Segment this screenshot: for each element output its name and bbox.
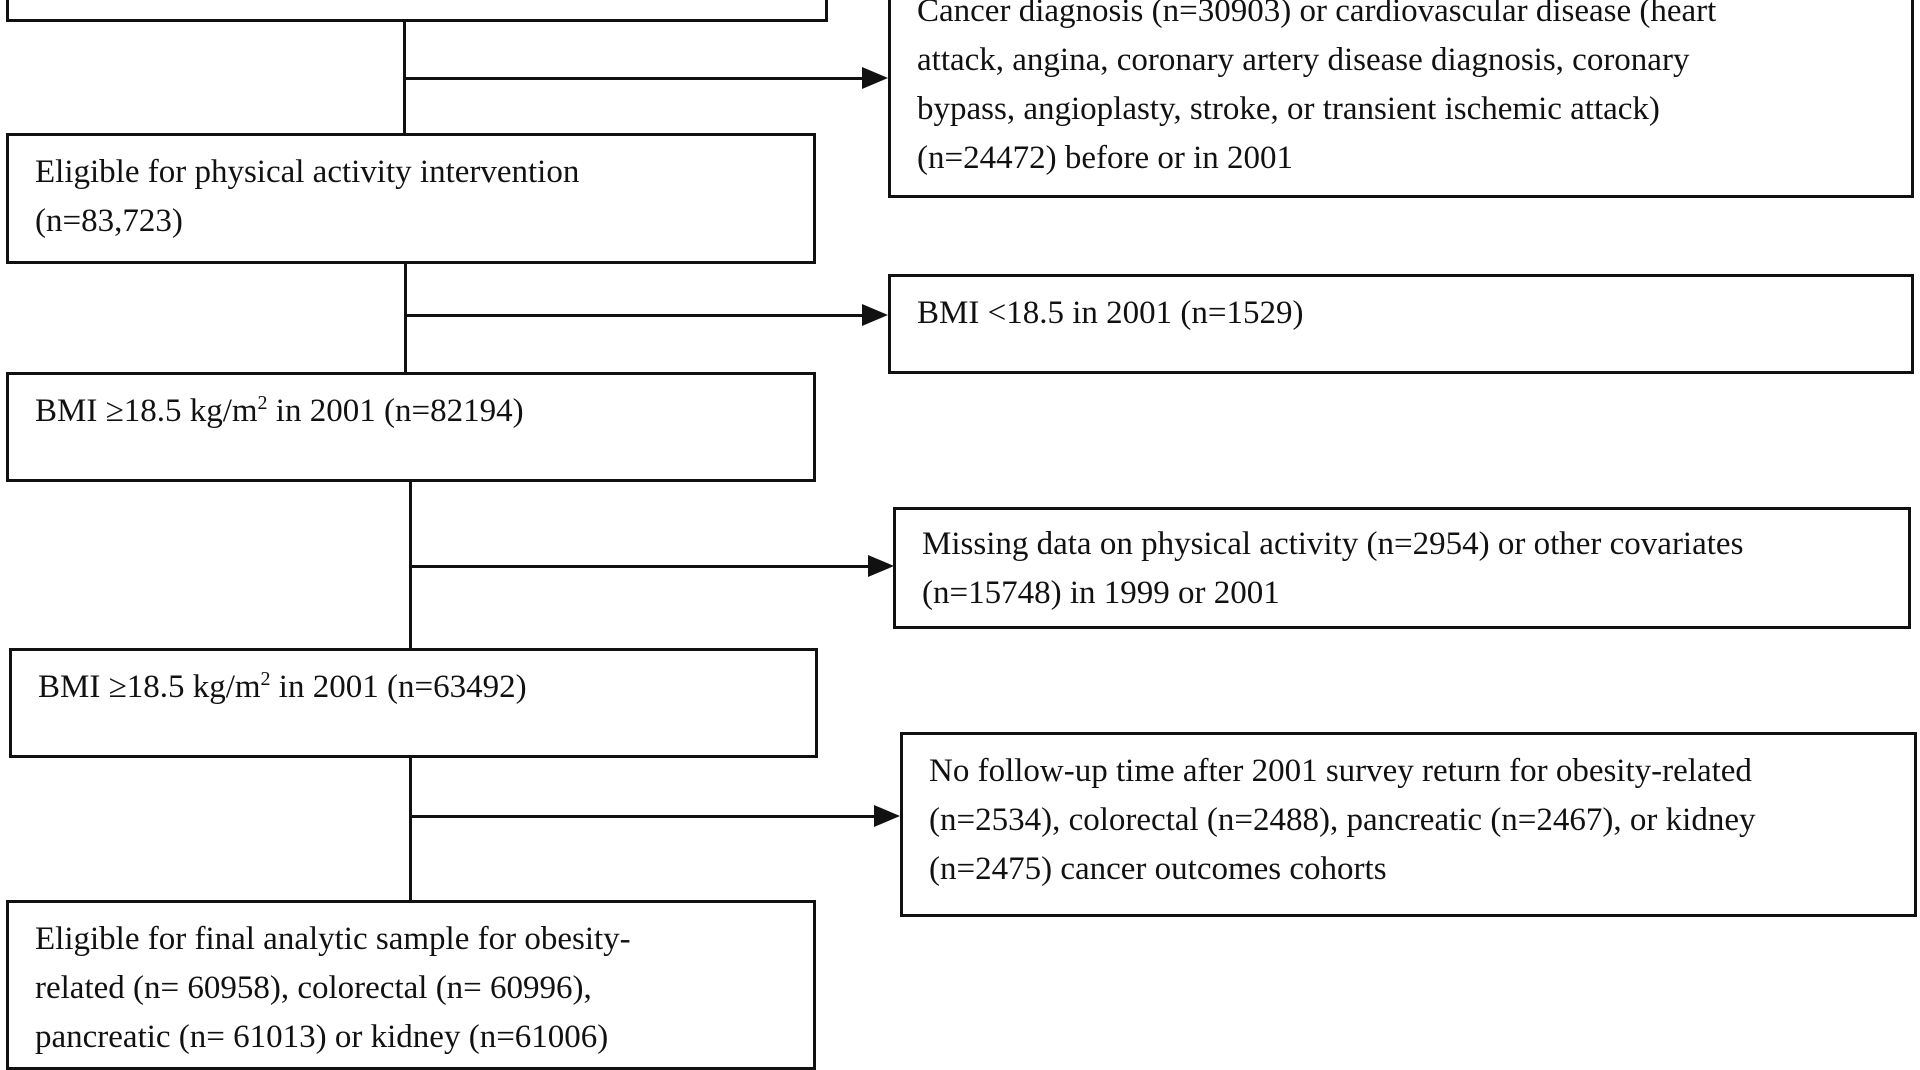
exclusion-4-line: (n=2534), colorectal (n=2488), pancreati… — [929, 802, 1756, 838]
arrow-1-head — [862, 67, 888, 89]
connector-2 — [404, 263, 407, 373]
exclusion-box-low-bmi: BMI <18.5 in 2001 (n=1529) — [888, 274, 1914, 374]
exclusion-1-line: Cancer diagnosis (n=30903) or cardiovasc… — [917, 0, 1717, 29]
bmi-2-suffix: in 2001 (n=63492) — [270, 669, 527, 705]
exclusion-1-line: attack, angina, coronary artery disease … — [917, 42, 1690, 78]
connector-4 — [409, 757, 412, 901]
exclusion-box-cancer-cvd: Cancer diagnosis (n=30903) or cardiovasc… — [888, 0, 1914, 198]
final-sample-box: Eligible for final analytic sample for o… — [6, 900, 816, 1070]
arrow-3-head — [868, 555, 894, 577]
arrow-4-head — [874, 805, 900, 827]
final-line: related (n= 60958), colorectal (n= 60996… — [35, 970, 592, 1006]
eligible-pa-box: Eligible for physical activity intervent… — [6, 133, 816, 264]
eligible-pa-line: Eligible for physical activity intervent… — [35, 154, 580, 190]
final-line: pancreatic (n= 61013) or kidney (n=61006… — [35, 1019, 609, 1055]
bmi-2-prefix: BMI ≥18.5 kg/m — [38, 669, 261, 705]
top-left-box — [6, 0, 828, 22]
bmi-box-1: BMI ≥18.5 kg/m2 in 2001 (n=82194) — [6, 372, 816, 482]
arrow-2-head — [862, 304, 888, 326]
exclusion-4-line: No follow-up time after 2001 survey retu… — [929, 753, 1752, 789]
arrow-2-line — [404, 314, 864, 317]
bmi-2-text: BMI ≥18.5 kg/m2 in 2001 (n=63492) — [38, 663, 789, 712]
exclusion-box-missing-data: Missing data on physical activity (n=295… — [893, 507, 1911, 629]
arrow-3-line — [410, 565, 870, 568]
exclusion-2-line: BMI <18.5 in 2001 (n=1529) — [917, 295, 1304, 331]
arrow-1-line — [404, 77, 864, 80]
bmi-2-sup: 2 — [260, 668, 271, 690]
exclusion-1-line: (n=24472) before or in 2001 — [917, 140, 1294, 176]
bmi-box-2: BMI ≥18.5 kg/m2 in 2001 (n=63492) — [9, 648, 818, 758]
exclusion-3-line: Missing data on physical activity (n=295… — [922, 526, 1744, 562]
exclusion-box-no-follow-up: No follow-up time after 2001 survey retu… — [900, 732, 1917, 917]
exclusion-3-line: (n=15748) in 1999 or 2001 — [922, 575, 1280, 611]
bmi-1-sup: 2 — [257, 392, 268, 414]
bmi-1-prefix: BMI ≥18.5 kg/m — [35, 393, 258, 429]
bmi-1-suffix: in 2001 (n=82194) — [267, 393, 524, 429]
arrow-4-line — [410, 815, 876, 818]
exclusion-1-line: bypass, angioplasty, stroke, or transien… — [917, 91, 1660, 127]
bmi-1-text: BMI ≥18.5 kg/m2 in 2001 (n=82194) — [35, 387, 787, 436]
final-line: Eligible for final analytic sample for o… — [35, 921, 631, 957]
eligible-pa-line: (n=83,723) — [35, 203, 183, 239]
exclusion-4-line: (n=2475) cancer outcomes cohorts — [929, 851, 1387, 887]
